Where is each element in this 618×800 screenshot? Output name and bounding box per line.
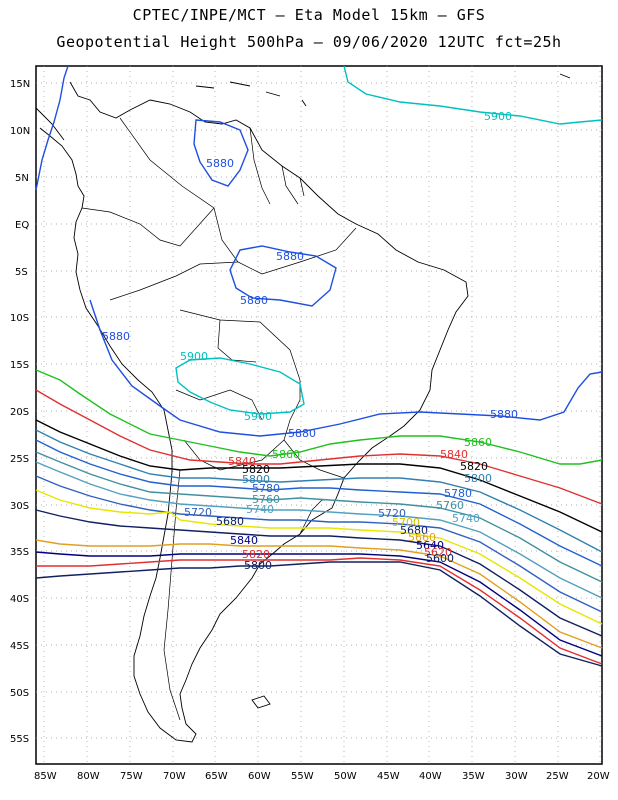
- falklands: [251, 695, 271, 709]
- label-5720: 5720: [184, 506, 212, 519]
- lon-label: 55W: [291, 771, 314, 782]
- lat-label: 25S: [10, 454, 29, 465]
- contour-5800: [35, 429, 603, 553]
- label-5720: 5720: [378, 507, 406, 520]
- label-5820: 5820: [242, 463, 270, 476]
- coastline: [35, 73, 571, 743]
- south-america-coast: [39, 81, 469, 743]
- lon-axis: 85W 80W 75W 70W 65W 60W 55W 50W 45W 40W …: [34, 771, 610, 782]
- lat-label: 55S: [10, 734, 29, 745]
- label-5820: 5820: [460, 460, 488, 473]
- borders: [81, 117, 357, 721]
- label-5800: 5800: [242, 473, 270, 486]
- label-5740: 5740: [452, 512, 480, 525]
- label-5880: 5880: [490, 408, 518, 421]
- label-5800: 5800: [244, 559, 272, 572]
- lon-label: 35W: [462, 771, 485, 782]
- label-5840: 5840: [228, 455, 256, 468]
- label-5900: 5900: [244, 410, 272, 423]
- central-america-coast: [35, 107, 65, 141]
- lon-label: 25W: [546, 771, 569, 782]
- contour-5680: [35, 509, 603, 637]
- label-5860: 5860: [464, 436, 492, 449]
- lon-label: 40W: [419, 771, 442, 782]
- contour-5660: [35, 539, 603, 649]
- contour-5780: [35, 439, 603, 567]
- label-5880: 5880: [240, 294, 268, 307]
- lat-label: 30S: [10, 501, 29, 512]
- label-5880: 5880: [102, 330, 130, 343]
- lon-label: 45W: [377, 771, 400, 782]
- contour-5820: [35, 419, 603, 533]
- contour-5900-north: [343, 65, 603, 125]
- title-line-2: Geopotential Height 500hPa – 09/06/2020 …: [56, 33, 562, 51]
- map-frame: [35, 65, 603, 765]
- lon-label: 75W: [120, 771, 143, 782]
- lat-label: 45S: [10, 641, 29, 652]
- lat-label: EQ: [15, 220, 29, 231]
- label-5900: 5900: [180, 350, 208, 363]
- label-5780: 5780: [444, 487, 472, 500]
- contour-5720: [35, 475, 603, 613]
- lon-label: 65W: [205, 771, 228, 782]
- label-5620: 5620: [424, 546, 452, 559]
- lat-label: 5S: [15, 267, 28, 278]
- lon-label: 30W: [505, 771, 528, 782]
- contour-5840: [35, 389, 603, 505]
- contour-5880-south: [89, 299, 603, 437]
- contour-5700: [35, 489, 603, 625]
- lat-label: 10N: [10, 126, 30, 137]
- contour-5860: [35, 369, 603, 465]
- contour-5880-amazon: [229, 245, 337, 307]
- label-5680: 5680: [216, 515, 244, 528]
- label-5640: 5640: [416, 539, 444, 552]
- contour-5740: [35, 461, 603, 599]
- label-5800: 5800: [464, 472, 492, 485]
- lat-label: 35S: [10, 547, 29, 558]
- contour-5640: [35, 551, 603, 657]
- lon-label: 80W: [77, 771, 100, 782]
- lat-label: 10S: [10, 313, 29, 324]
- caribbean-islands: [195, 73, 571, 107]
- lat-label: 5N: [15, 173, 29, 184]
- lon-label: 50W: [334, 771, 357, 782]
- lat-label: 50S: [10, 688, 29, 699]
- lat-label: 15N: [10, 79, 30, 90]
- contours: [35, 65, 603, 667]
- label-5780: 5780: [252, 482, 280, 495]
- lat-label: 15S: [10, 360, 29, 371]
- label-5840: 5840: [230, 534, 258, 547]
- label-5760: 5760: [436, 499, 464, 512]
- label-5600: 5600: [426, 552, 454, 565]
- label-5680: 5680: [400, 524, 428, 537]
- label-5760: 5760: [252, 493, 280, 506]
- contour-5880-north: [35, 65, 69, 191]
- label-5820: 5820: [242, 548, 270, 561]
- contour-5620: [36, 557, 603, 665]
- label-5840: 5840: [440, 448, 468, 461]
- contour-5900-south: [175, 357, 305, 415]
- title-line-1: CPTEC/INPE/MCT – Eta Model 15km – GFS: [132, 6, 486, 24]
- lon-label: 85W: [34, 771, 57, 782]
- lon-label: 60W: [248, 771, 271, 782]
- contour-labels: 5900 5900 5900 5880 5880 5880 5880 5880 …: [102, 110, 518, 572]
- label-5740: 5740: [246, 503, 274, 516]
- lat-label: 20S: [10, 407, 29, 418]
- label-5880: 5880: [288, 427, 316, 440]
- contour-5760: [35, 451, 603, 583]
- label-5880: 5880: [206, 157, 234, 170]
- label-5880: 5880: [276, 250, 304, 263]
- label-5860: 5860: [272, 448, 300, 461]
- contour-5600: [35, 561, 603, 667]
- label-5700: 5700: [392, 516, 420, 529]
- lat-axis: 15N 10N 5N EQ 5S 10S 15S 20S 25S 30S 35S…: [10, 79, 30, 745]
- lat-label: 40S: [10, 594, 29, 605]
- contour-5880-venezuela: [193, 119, 249, 187]
- label-5900: 5900: [484, 110, 512, 123]
- label-5660: 5660: [408, 531, 436, 544]
- lon-label: 70W: [163, 771, 186, 782]
- lon-label: 20W: [587, 771, 610, 782]
